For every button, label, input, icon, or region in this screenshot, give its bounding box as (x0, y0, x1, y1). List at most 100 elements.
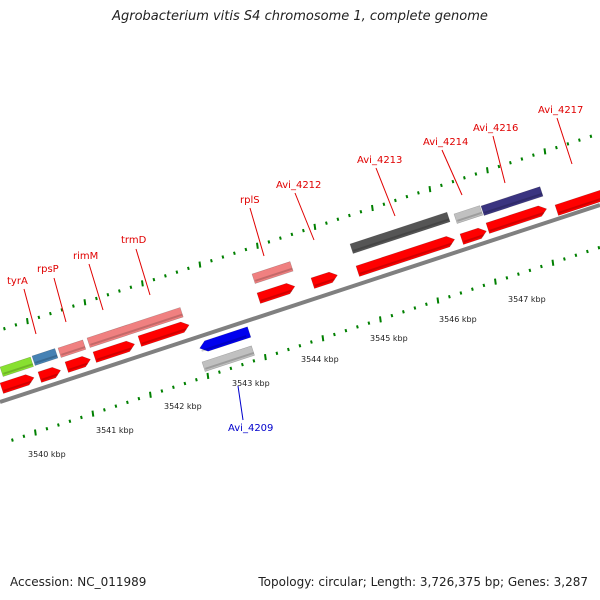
tick-mark (118, 289, 121, 293)
label-leader-line (135, 248, 151, 296)
tick-mark (221, 255, 225, 259)
gene-feature (0, 374, 35, 394)
label-leader-line (53, 277, 67, 323)
tick-mark (218, 370, 221, 374)
tick-mark (344, 328, 348, 333)
label-leader-line (294, 192, 315, 241)
gene-feature (554, 189, 600, 216)
genome-backbone (0, 203, 600, 404)
tick-mark (160, 389, 164, 393)
tick-mark (103, 408, 106, 412)
tick-mark (57, 423, 60, 427)
tick-mark (141, 280, 144, 287)
gene-feature (199, 326, 252, 352)
tick-mark (290, 232, 294, 237)
tick-mark (114, 404, 118, 408)
tick-mark (597, 245, 600, 250)
gene-feature (31, 348, 59, 366)
gene-feature (256, 283, 296, 304)
gene-label-tyra: tyrA (7, 276, 28, 287)
tick-mark (417, 191, 420, 195)
tick-mark (494, 278, 497, 285)
tick-mark (390, 313, 394, 318)
gene-label-trmd: trmD (121, 235, 147, 246)
tick-mark (528, 268, 532, 273)
tick-mark (302, 228, 305, 233)
tick-mark (34, 429, 37, 436)
scale-label: 3544 kbp (301, 355, 339, 364)
tick-mark (14, 323, 18, 327)
tick-mark (474, 172, 478, 176)
tick-mark (543, 148, 547, 155)
gene-feature (137, 321, 190, 347)
tick-mark (279, 236, 282, 240)
scale-label: 3543 kbp (232, 379, 270, 388)
tick-mark (72, 304, 75, 308)
tick-mark (26, 318, 29, 325)
tick-mark (379, 316, 382, 323)
tick-mark (267, 240, 271, 244)
gene-feature (459, 227, 487, 245)
tick-mark (540, 264, 543, 269)
tick-mark (22, 434, 26, 439)
gene-feature (453, 205, 484, 224)
gene-feature (251, 261, 294, 284)
tick-mark (164, 274, 167, 278)
tick-mark (486, 167, 489, 174)
scale-label: 3541 kbp (96, 426, 134, 435)
tick-mark (509, 160, 512, 165)
tick-mark (448, 294, 451, 299)
accession-text: Accession: NC_011989 (10, 575, 147, 589)
tick-mark (91, 410, 95, 417)
tick-mark (517, 272, 520, 276)
tick-mark (310, 340, 313, 344)
tick-mark (589, 134, 593, 139)
tick-mark (371, 204, 374, 212)
tick-mark (574, 253, 578, 257)
gene-feature (480, 186, 544, 216)
label-leader-line (88, 263, 104, 311)
gene-labels: tyrA rpsP rimM trmD rplS Avi_4212 Avi_4213 Avi_… (7, 105, 583, 434)
tick-mark (183, 381, 187, 386)
tick-mark (298, 344, 302, 348)
tick-mark (137, 396, 141, 401)
tick-mark (413, 306, 417, 310)
tick-mark (256, 242, 259, 249)
tick-mark (149, 391, 152, 398)
tick-mark (367, 321, 371, 325)
gene-label-rpsp: rpsP (37, 264, 59, 275)
tick-mark (428, 185, 432, 193)
tick-mark (471, 287, 474, 291)
tick-mark (405, 194, 409, 199)
tick-mark (195, 377, 198, 382)
tick-mark (175, 270, 179, 274)
tick-mark (129, 285, 133, 289)
scale-label: 3547 kbp (508, 295, 546, 304)
tick-mark (172, 385, 175, 390)
tick-mark (482, 283, 486, 288)
tick-mark (210, 259, 213, 263)
gene-feature (92, 340, 136, 363)
tick-mark (3, 326, 6, 331)
tick-mark (45, 426, 49, 431)
tick-mark (106, 292, 110, 297)
tick-mark (126, 400, 129, 405)
tick-mark (336, 217, 340, 222)
tick-mark (152, 277, 156, 282)
tick-mark (440, 183, 443, 188)
upper-tick-track (3, 134, 593, 331)
tick-mark (252, 359, 256, 363)
tick-mark (80, 415, 83, 420)
tick-mark (233, 251, 236, 256)
gene-label-avi_4212: Avi_4212 (276, 180, 321, 191)
tick-mark (555, 145, 558, 150)
gene-label-avi_4213: Avi_4213 (357, 155, 402, 166)
tick-mark (287, 347, 290, 352)
gene-feature (310, 271, 338, 289)
tick-mark (578, 138, 581, 142)
label-leaders (23, 117, 573, 421)
tick-mark (356, 325, 359, 329)
scale-label: 3540 kbp (28, 450, 66, 459)
tick-mark (532, 153, 535, 157)
